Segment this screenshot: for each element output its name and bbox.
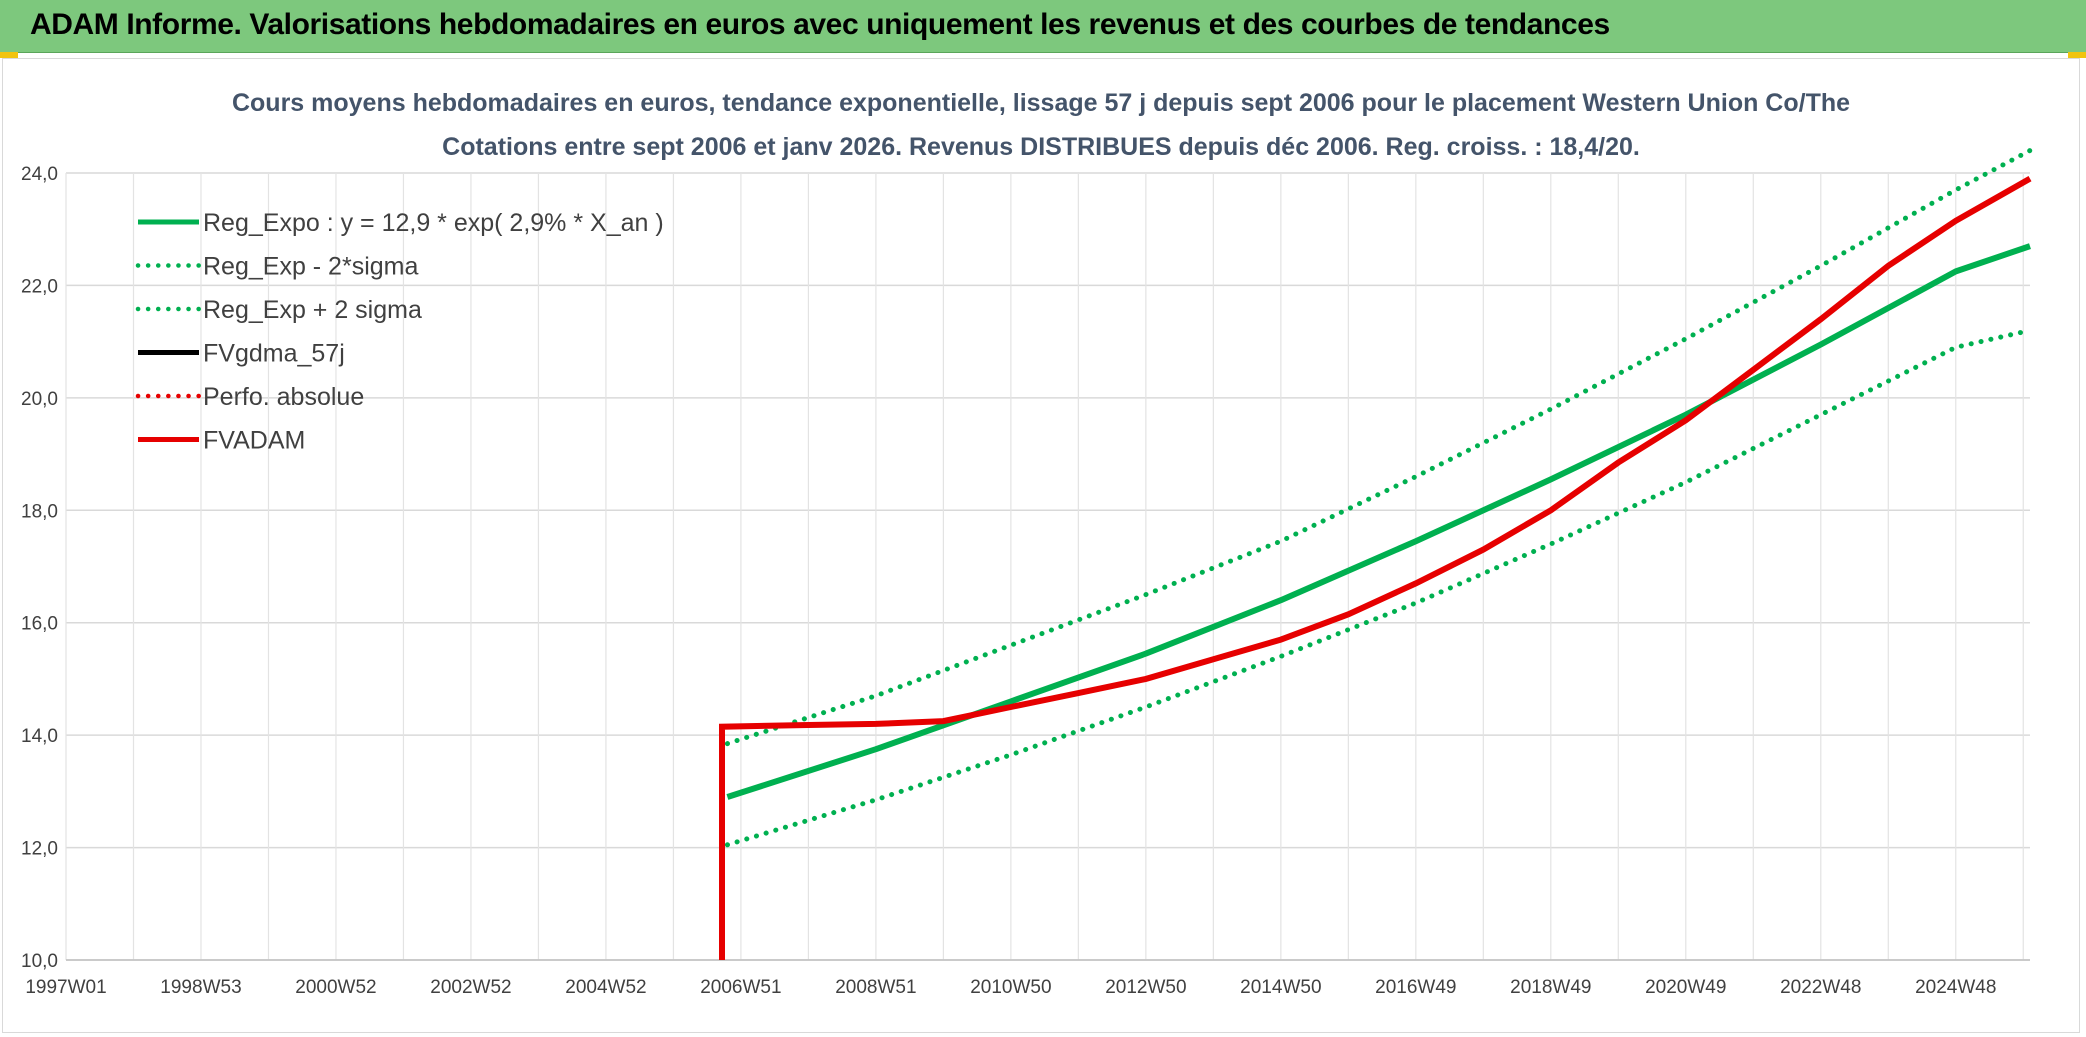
banner-title: ADAM Informe. Valorisations hebdomadaire… (30, 8, 1610, 41)
y-tick-label: 16,0 (21, 614, 58, 635)
chart-subtitle: Cotations entre sept 2006 et janv 2026. … (442, 133, 1640, 161)
y-tick-label: 10,0 (21, 951, 58, 972)
legend-label-2: Reg_Exp + 2 sigma (203, 296, 422, 324)
legend-label-5: FVADAM (203, 427, 305, 455)
x-tick-label: 2020W49 (1645, 977, 1726, 998)
corner-accent-right (2068, 52, 2086, 58)
gridlines (65, 172, 2030, 961)
x-tick-label: 1997W01 (25, 977, 106, 998)
chart-frame: Cours moyens hebdomadaires en euros, ten… (2, 58, 2080, 1033)
x-tick-label: 2004W52 (565, 977, 646, 998)
x-tick-label: 2012W50 (1105, 977, 1186, 998)
chart-title: Cours moyens hebdomadaires en euros, ten… (232, 89, 1850, 117)
x-tick-label: 2018W49 (1510, 977, 1591, 998)
x-tick-label: 1998W53 (160, 977, 241, 998)
x-tick-label: 2016W49 (1375, 977, 1456, 998)
legend: Reg_Expo : y = 12,9 * exp( 2,9% * X_an )… (135, 209, 664, 455)
corner-accent-left (0, 52, 18, 58)
y-tick-label: 20,0 (21, 389, 58, 410)
x-axis-ticks: 1997W01 1998W53 2000W52 2002W52 2004W52 2006W… (25, 977, 1996, 998)
series-line-2 (724, 148, 2033, 747)
legend-label-0: Reg_Expo : y = 12,9 * exp( 2,9% * X_an ) (203, 209, 664, 237)
series-line-0 (726, 243, 2031, 800)
x-tick-label: 2010W50 (970, 977, 1051, 998)
x-tick-label: 2000W52 (295, 977, 376, 998)
y-tick-label: 18,0 (21, 501, 58, 522)
series-layer (719, 148, 2033, 960)
series-line-5 (719, 175, 2032, 960)
y-axis-ticks: 10,0 12,0 14,0 16,0 18,0 20,0 22,0 24,0 (21, 164, 58, 972)
legend-label-4: Perfo. absolue (203, 383, 364, 411)
y-tick-label: 24,0 (21, 164, 58, 185)
y-tick-label: 12,0 (21, 839, 58, 860)
legend-label-1: Reg_Exp - 2*sigma (203, 253, 418, 281)
x-tick-label: 2002W52 (430, 977, 511, 998)
x-tick-label: 2014W50 (1240, 977, 1321, 998)
x-tick-label: 2008W51 (835, 977, 916, 998)
legend-label-3: FVgdma_57j (203, 340, 345, 368)
x-tick-label: 2006W51 (700, 977, 781, 998)
y-tick-label: 14,0 (21, 726, 58, 747)
chart: Cours moyens hebdomadaires en euros, ten… (21, 89, 2033, 998)
x-tick-label: 2024W48 (1915, 977, 1996, 998)
y-tick-label: 22,0 (21, 276, 58, 297)
banner: ADAM Informe. Valorisations hebdomadaire… (0, 0, 2086, 53)
series-line-1 (724, 327, 2033, 848)
x-tick-label: 2022W48 (1780, 977, 1861, 998)
